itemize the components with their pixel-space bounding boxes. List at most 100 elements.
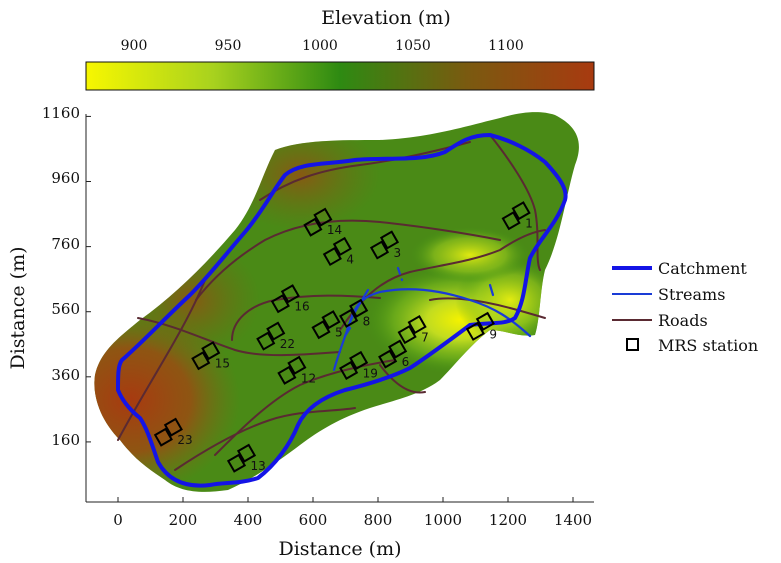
legend-station-swatch [626, 338, 639, 351]
axes: 0 200 400 600 800 1000 1200 1400 160 360… [42, 104, 594, 529]
mrs-station-marker [378, 349, 398, 369]
mrs-station-marker [349, 350, 369, 370]
mrs-station-6: 6 [378, 339, 410, 369]
stream [343, 326, 352, 338]
mrs-station-marker [379, 230, 400, 250]
mrs-station-marker [236, 443, 257, 463]
mrs-station-marker [339, 360, 359, 380]
mrs-station-marker [321, 310, 341, 330]
mrs-station-label: 3 [394, 246, 402, 260]
mrs-station-13: 13 [226, 443, 266, 473]
mrs-station-marker [501, 211, 521, 231]
catchment-boundary [116, 133, 568, 488]
mrs-station-marker [475, 311, 495, 331]
road [429, 297, 546, 319]
legend: Catchment Streams Roads MRS station [612, 259, 758, 355]
mrs-station-label: 23 [177, 433, 192, 447]
mrs-station-23: 23 [153, 417, 193, 447]
colorbar [85, 61, 595, 91]
stream [488, 283, 495, 297]
y-tick-label: 360 [51, 366, 80, 384]
mrs-station-marker [270, 294, 290, 314]
mrs-station-16: 16 [270, 284, 310, 314]
roads-layer [117, 134, 546, 471]
mrs-station-marker [322, 246, 342, 267]
colorbar-ticks: 900 950 1000 1050 1100 [121, 38, 524, 54]
colorbar-tick-label: 950 [215, 38, 242, 54]
mrs-station-label: 19 [363, 366, 378, 380]
mrs-station-9: 9 [465, 311, 497, 341]
mrs-station-22: 22 [256, 321, 295, 351]
mrs-station-label: 12 [301, 371, 316, 385]
mrs-station-marker [332, 236, 352, 257]
mrs-station-label: 1 [525, 217, 533, 231]
colorbar-tick-label: 1000 [302, 38, 338, 54]
mrs-station-marker [407, 315, 427, 335]
mrs-station-label: 4 [346, 252, 354, 266]
mrs-station-4: 4 [322, 236, 354, 267]
mrs-station-7: 7 [397, 315, 429, 345]
mrs-station-label: 14 [327, 223, 342, 237]
colorbar-title: Elevation (m) [321, 7, 451, 29]
mrs-station-marker [303, 217, 323, 237]
legend-stations-label: MRS station [658, 336, 758, 355]
legend-streams-label: Streams [658, 285, 725, 304]
x-tick-label: 600 [299, 511, 328, 529]
y-tick-label: 160 [51, 431, 80, 449]
mrs-station-label: 7 [421, 331, 429, 345]
colorbar-tick-label: 1050 [395, 38, 431, 54]
colorbar-tick-label: 900 [121, 38, 148, 54]
mrs-station-label: 6 [402, 355, 410, 369]
mrs-station-marker [465, 321, 485, 341]
road [489, 134, 541, 271]
road [214, 359, 396, 456]
mrs-station-19: 19 [339, 350, 378, 380]
mrs-station-marker [397, 325, 417, 345]
x-tick-label: 1400 [554, 511, 592, 529]
low-elevation-zone [410, 227, 530, 283]
mrs-station-marker [287, 355, 307, 375]
mrs-station-5: 5 [311, 310, 343, 340]
legend-roads-label: Roads [658, 311, 708, 330]
mrs-station-marker [266, 321, 286, 341]
road [339, 229, 546, 331]
y-tick-label: 960 [51, 169, 80, 187]
mrs-station-label: 15 [215, 357, 230, 371]
x-tick-label: 800 [364, 511, 393, 529]
legend-catchment-label: Catchment [658, 259, 747, 278]
mrs-station-marker [311, 320, 331, 340]
mrs-station-marker [163, 417, 183, 437]
x-axis-ticks: 0 200 400 600 800 1000 1200 1400 [113, 511, 592, 529]
y-tick-label: 760 [51, 235, 80, 253]
road [195, 219, 501, 301]
x-tick-marks [117, 497, 574, 502]
mrs-station-marker [369, 240, 390, 260]
mrs-station-8: 8 [339, 298, 371, 328]
mrs-station-marker [280, 284, 300, 304]
mrs-station-marker [511, 201, 531, 221]
road [137, 317, 341, 357]
y-axis-ticks: 160 360 560 760 960 1160 [42, 104, 80, 449]
road [379, 364, 426, 394]
mrs-station-marker [349, 298, 369, 318]
mrs-station-14: 14 [303, 207, 342, 237]
mrs-station-label: 8 [363, 314, 371, 328]
mrs-station-1: 1 [501, 201, 533, 231]
x-tick-label: 1200 [489, 511, 527, 529]
y-axis-title: Distance (m) [7, 246, 29, 369]
mrs-station-marker [153, 427, 173, 447]
x-tick-label: 200 [169, 511, 198, 529]
mrs-station-label: 13 [251, 459, 266, 473]
mrs-station-marker [201, 341, 221, 361]
mrs-station-marker [256, 331, 276, 351]
y-tick-marks [86, 115, 91, 443]
x-tick-label: 0 [113, 511, 123, 529]
road [259, 141, 471, 201]
mrs-station-marker [277, 365, 297, 385]
x-axis-title: Distance (m) [278, 538, 401, 560]
y-tick-label: 1160 [42, 104, 80, 122]
mrs-station-15: 15 [191, 341, 230, 371]
colorbar-tick-label: 1100 [488, 38, 524, 54]
